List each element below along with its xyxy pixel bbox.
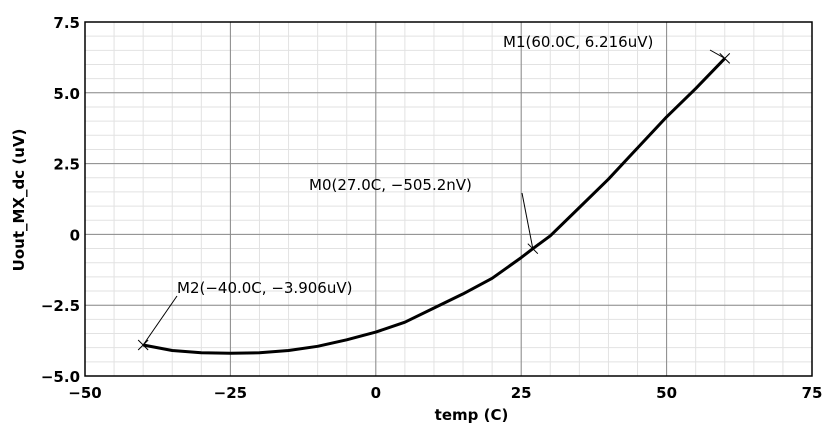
major-grid bbox=[85, 22, 812, 376]
markers-layer: M0(27.0C, −505.2nV) M1(60.0C, 6.216uV) M2(… bbox=[137, 33, 731, 351]
marker-leader-line bbox=[142, 295, 178, 346]
marker-label: M1(60.0C, 6.216uV) bbox=[503, 33, 653, 51]
y-axis-label: Uout_MX_dc (uV) bbox=[10, 129, 28, 272]
marker-leader-line bbox=[521, 192, 534, 249]
x-axis-label: temp (C) bbox=[435, 406, 509, 424]
plot-frame bbox=[84, 21, 813, 377]
x-tick-label: −50 bbox=[68, 384, 101, 402]
minor-grid bbox=[84, 21, 813, 377]
marker-leader-line bbox=[709, 49, 726, 59]
y-tick-label: 7.5 bbox=[53, 14, 80, 32]
x-tick-label: 50 bbox=[656, 384, 677, 402]
y-tick-label: −5.0 bbox=[41, 368, 80, 386]
series-line bbox=[142, 57, 726, 355]
marker-cross bbox=[527, 243, 539, 255]
marker-label: M0(27.0C, −505.2nV) bbox=[309, 176, 472, 194]
marker-cross bbox=[137, 339, 149, 351]
x-tick-label: 0 bbox=[371, 384, 381, 402]
series-layer bbox=[142, 57, 726, 355]
marker-label: M2(−40.0C, −3.906uV) bbox=[177, 279, 352, 297]
y-tick-label: 5.0 bbox=[53, 85, 80, 103]
x-tick-label: −25 bbox=[214, 384, 247, 402]
marker-cross bbox=[719, 53, 731, 64]
y-tick-label: 2.5 bbox=[53, 156, 80, 174]
y-tick-label: −2.5 bbox=[41, 297, 80, 315]
tick-labels: −50 −25 0 25 50 75 −5.0 −2.5 0 2.5 5.0 7.5 bbox=[41, 14, 822, 402]
x-tick-label: 25 bbox=[511, 384, 532, 402]
x-tick-label: 75 bbox=[802, 384, 822, 402]
y-tick-label: 0 bbox=[70, 226, 80, 244]
